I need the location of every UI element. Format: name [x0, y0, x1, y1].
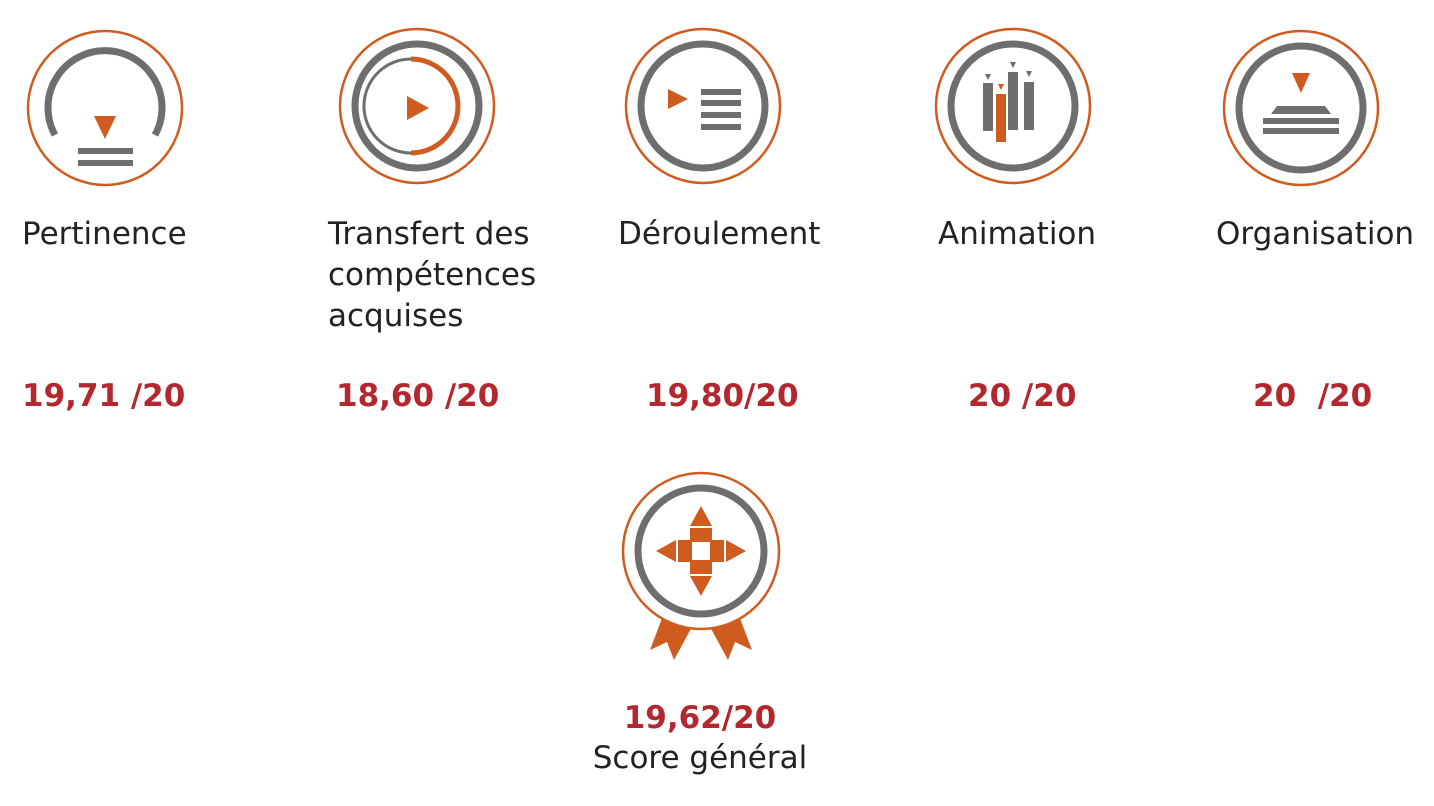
category-label: Pertinence — [22, 216, 187, 252]
play-arc-icon — [338, 27, 496, 185]
category-label: Organisation — [1216, 216, 1415, 252]
overall-score: 19,62/20 — [623, 700, 777, 736]
category-score: 19,80/20 — [646, 378, 799, 414]
gauge-icon — [26, 29, 184, 187]
overall-label: Score général — [592, 740, 808, 776]
category-label: Déroulement — [618, 216, 821, 252]
people-icon — [934, 27, 1092, 185]
layers-icon — [1222, 29, 1380, 187]
category-score: 20 /20 — [968, 378, 1077, 414]
play-list-icon — [624, 27, 782, 185]
award-ribbon-icon — [621, 471, 781, 660]
category-score: 18,60 /20 — [336, 378, 500, 414]
category-score: 19,71 /20 — [22, 378, 186, 414]
category-label: Transfert des compétences acquises — [328, 216, 537, 334]
category-label: Animation — [938, 216, 1097, 252]
category-score: 20 /20 — [1253, 378, 1373, 414]
